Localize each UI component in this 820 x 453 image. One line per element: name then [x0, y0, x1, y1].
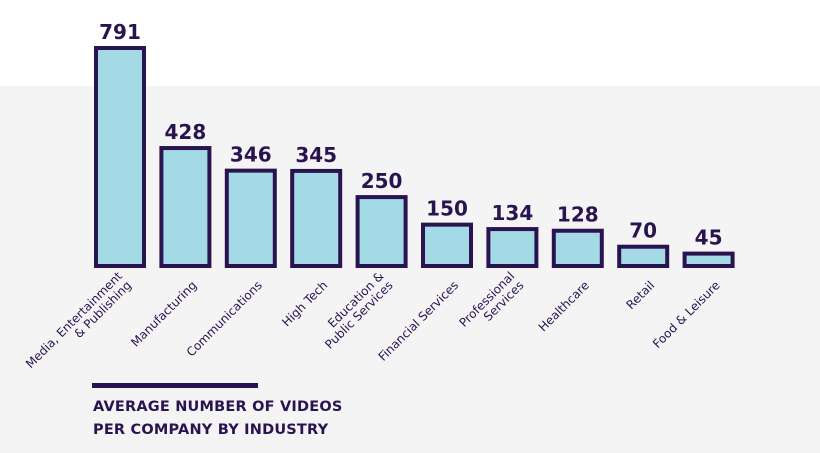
bar-5	[421, 222, 473, 269]
bar-6	[486, 227, 539, 269]
category-label-9: Food & Leisure	[650, 278, 723, 351]
bar-7	[551, 228, 604, 268]
bar-3	[290, 168, 343, 269]
bar-0	[94, 46, 146, 268]
data-label-3: 345	[295, 143, 337, 167]
bar-8	[617, 244, 670, 268]
data-label-7: 128	[557, 203, 599, 227]
data-label-0: 791	[99, 20, 141, 44]
data-label-4: 250	[361, 169, 403, 193]
chart-title: AVERAGE NUMBER OF VIDEOS PER COMPANY BY …	[93, 396, 343, 442]
chart-title-line-2: PER COMPANY BY INDUSTRY	[93, 422, 329, 438]
category-label-3: High Tech	[279, 278, 330, 329]
data-label-9: 45	[695, 226, 723, 250]
category-label-8: Retail	[623, 278, 657, 312]
data-label-5: 150	[426, 197, 468, 221]
bar-1	[159, 146, 212, 268]
bar-2	[224, 168, 277, 268]
category-label-7: Healthcare	[536, 278, 592, 334]
category-label-4: Education &Public Services	[313, 269, 396, 352]
category-label-0: Media, Entertainment& Publishing	[23, 269, 134, 380]
data-label-2: 346	[230, 143, 272, 167]
bar-4	[355, 195, 408, 268]
chart-title-line-1: AVERAGE NUMBER OF VIDEOS	[93, 399, 343, 415]
bar-9	[682, 251, 735, 268]
category-label-1: Manufacturing	[128, 278, 199, 349]
data-label-8: 70	[629, 219, 657, 243]
category-label-6: ProfessionalServices	[456, 269, 526, 339]
data-label-6: 134	[492, 201, 534, 225]
data-label-1: 428	[165, 120, 207, 144]
title-rule	[92, 383, 258, 388]
